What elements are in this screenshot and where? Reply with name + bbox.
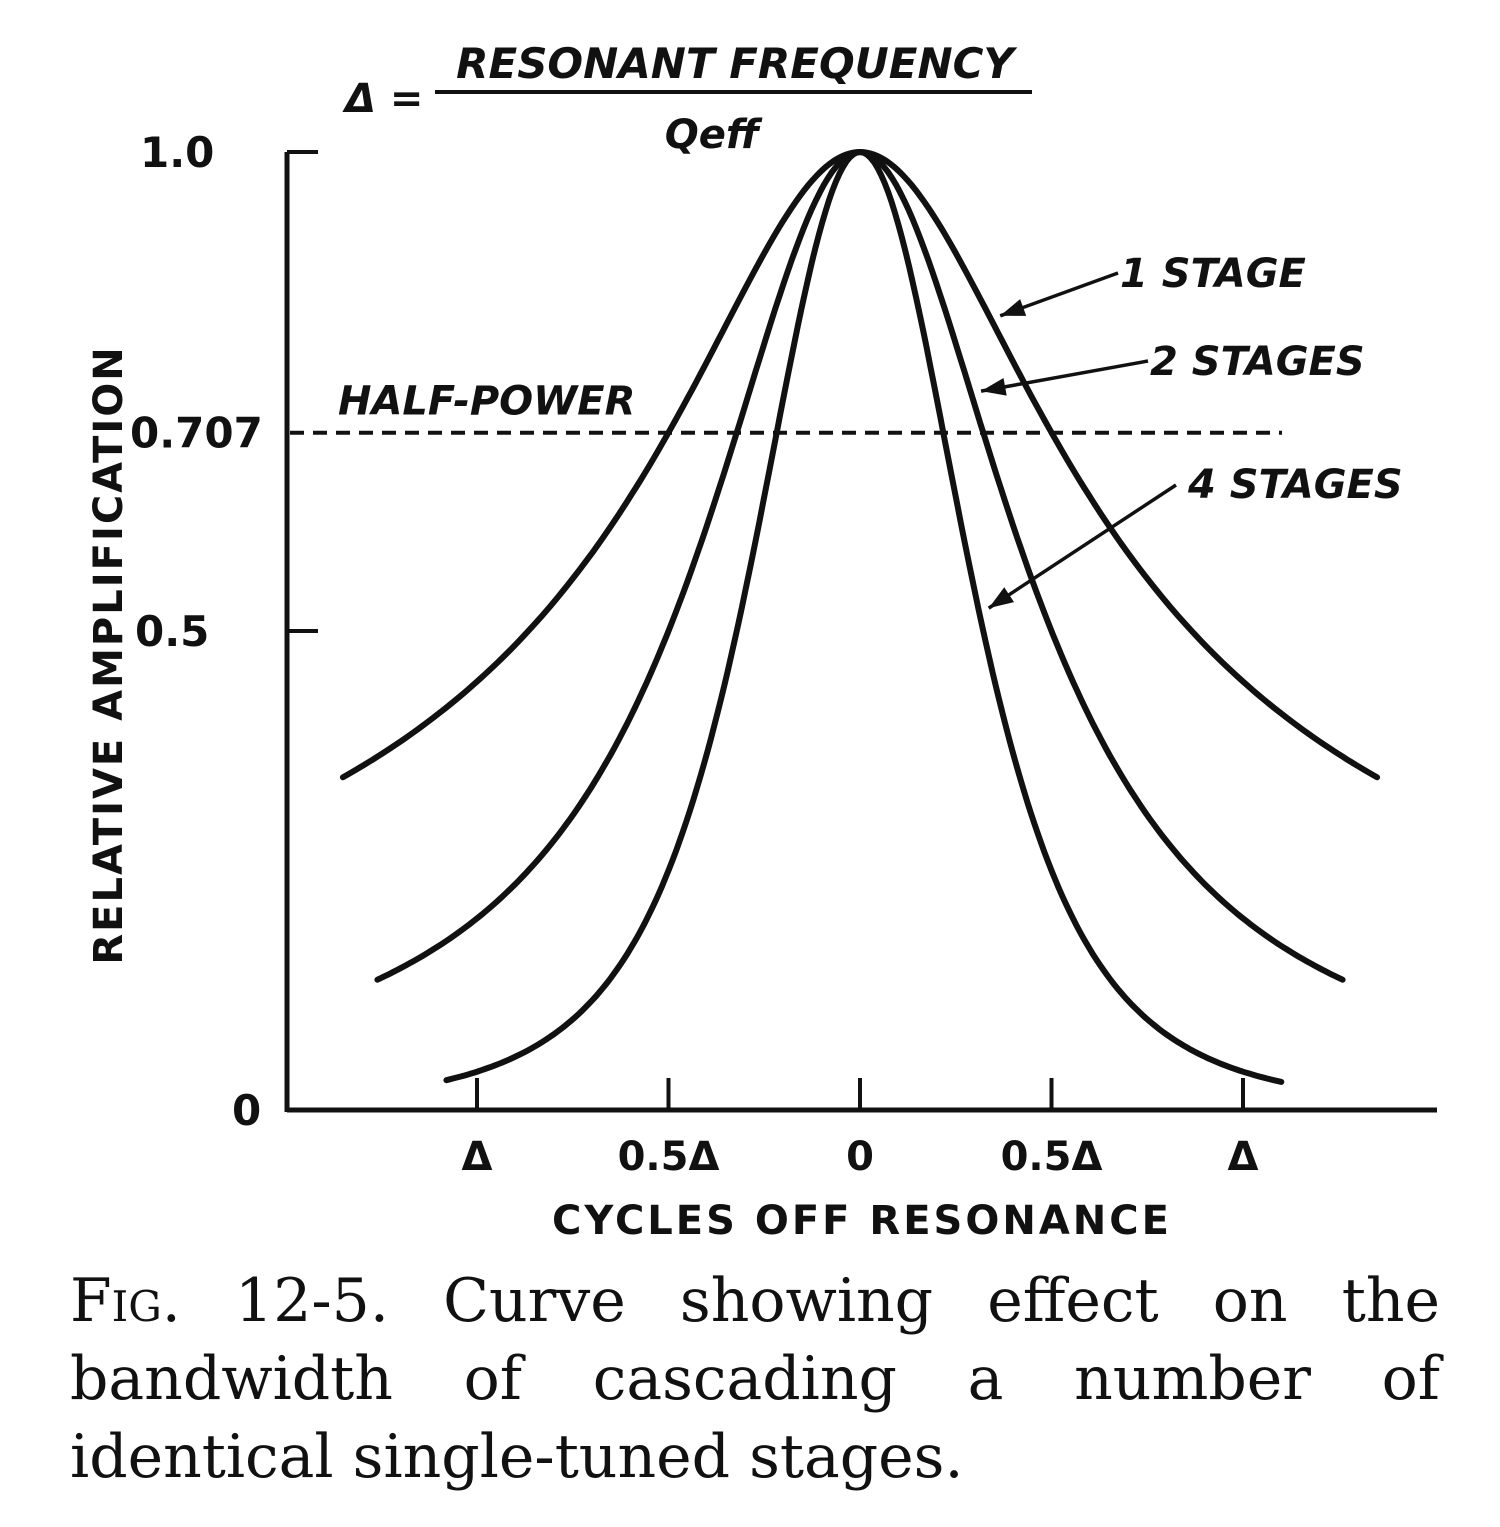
caption-line-1: Fig. 12-5. Curve showing effect on the: [70, 1262, 1440, 1340]
formula-lhs: Δ =: [342, 76, 423, 122]
figure-caption: Fig. 12-5. Curve showing effect on the b…: [70, 1262, 1440, 1496]
formula-numerator: RESONANT FREQUENCY: [456, 39, 1017, 88]
x-tick-label: 0.5Δ: [618, 1134, 720, 1180]
y-tick-label: 1.0: [140, 128, 214, 177]
arrowhead-4-stage: [988, 587, 1015, 609]
formula-denominator: Qeff: [665, 112, 763, 158]
arrowhead-1-stage: [1000, 299, 1027, 316]
caption-line-3: identical single-tuned stages.: [70, 1422, 964, 1492]
y-tick-label: 0.5: [135, 607, 209, 656]
caption-line-2: bandwidth of cascading a number of: [70, 1344, 1440, 1414]
x-tick-label: Δ: [462, 1134, 493, 1180]
x-tick-label: Δ: [1228, 1134, 1259, 1180]
series-label-4-stage: 4 STAGES: [1187, 462, 1403, 508]
series-arrow-4-stage: [987, 483, 1177, 610]
arrowhead-2-stage: [981, 378, 1007, 396]
figure-label: Fig. 12-5.: [70, 1266, 389, 1336]
y-axis-title: RELATIVE AMPLIFICATION: [86, 345, 132, 964]
series-label-2-stage: 2 STAGES: [1150, 339, 1365, 385]
half-power-label: HALF-POWER: [338, 379, 635, 425]
series-arrow-2-stage: [980, 359, 1149, 393]
y-tick-label: 0: [232, 1086, 261, 1135]
caption-line-1-text: Curve showing effect on the: [443, 1266, 1440, 1336]
series-line-4-stage: [443, 148, 1285, 1085]
y-tick-label: 0.707: [130, 409, 263, 458]
x-axis-title: CYCLES OFF RESONANCE: [552, 1198, 1172, 1244]
x-tick-label: 0.5Δ: [1001, 1134, 1103, 1180]
x-tick-label: 0: [846, 1134, 874, 1180]
series-label-1-stage: 1 STAGE: [1120, 251, 1306, 297]
